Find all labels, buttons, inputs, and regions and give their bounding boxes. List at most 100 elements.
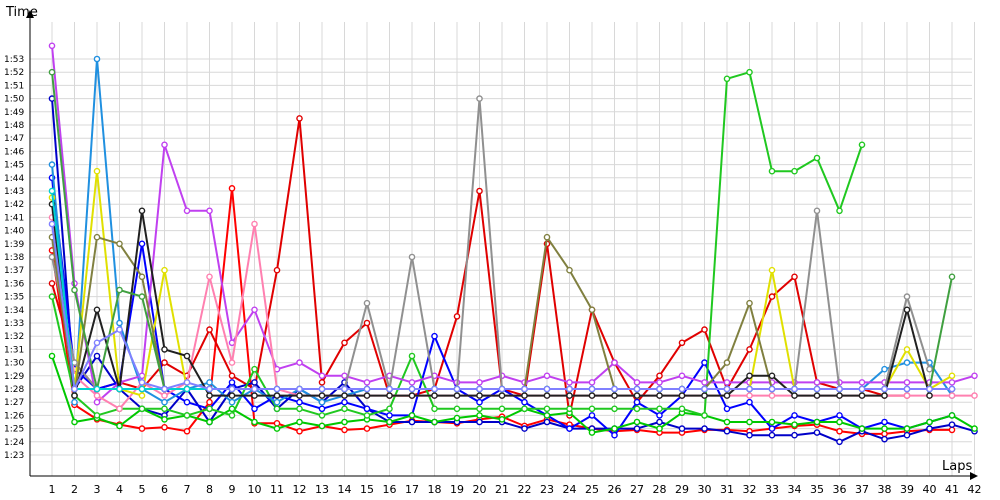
data-point [161, 416, 168, 423]
data-point [48, 68, 56, 76]
y-tick-label: 1:38 [4, 253, 24, 263]
x-tick-label: 36 [833, 483, 847, 496]
data-point [161, 423, 168, 431]
data-point [768, 425, 776, 432]
data-point [813, 154, 821, 162]
data-point [296, 359, 303, 366]
data-point [363, 319, 371, 327]
data-point [588, 429, 596, 436]
y-tick-label: 1:42 [4, 200, 24, 210]
data-point [858, 425, 866, 432]
x-tick-label: 7 [184, 483, 191, 496]
data-point [273, 425, 281, 432]
data-point [296, 405, 303, 413]
data-point [408, 412, 416, 419]
data-point [791, 273, 798, 281]
y-tick-label: 1:33 [4, 319, 24, 329]
data-point [858, 385, 866, 393]
data-point [408, 253, 416, 261]
data-point [228, 185, 236, 192]
data-point [746, 372, 753, 380]
y-tick-label: 1:30 [4, 359, 24, 369]
x-tick-label: 9 [229, 483, 236, 496]
data-point [746, 299, 753, 307]
data-point [341, 372, 348, 380]
data-point [746, 398, 753, 406]
data-point [228, 398, 236, 406]
series-8 [48, 42, 978, 406]
data-point [228, 379, 236, 386]
data-point [386, 392, 393, 399]
data-point [903, 392, 911, 399]
data-point [138, 240, 146, 248]
y-tick-label: 1:52 [4, 68, 24, 78]
data-point [363, 412, 371, 419]
data-point [363, 385, 371, 393]
data-point [791, 431, 798, 439]
data-point [318, 379, 326, 386]
data-point [206, 385, 213, 393]
data-point [813, 392, 821, 399]
data-point [723, 405, 731, 413]
data-point [71, 385, 78, 393]
data-point [656, 379, 663, 386]
x-tick-label: 26 [608, 483, 622, 496]
data-point [363, 425, 371, 432]
data-point [678, 405, 686, 413]
axes [26, 10, 978, 480]
data-point [48, 42, 56, 50]
y-tick-label: 1:28 [4, 385, 24, 395]
data-point [453, 414, 461, 422]
data-point [138, 405, 146, 413]
data-point [836, 412, 843, 419]
x-tick-label: 3 [94, 483, 101, 496]
data-point [881, 365, 888, 373]
data-point [408, 352, 416, 360]
y-tick-labels: 1:23 1:24 1:25 1:26 1:27 1:28 1:29 1:30 1:31 1:32… [4, 55, 24, 461]
data-point [678, 392, 686, 399]
data-point [926, 425, 933, 432]
data-point [656, 405, 663, 413]
data-point [791, 421, 798, 428]
data-point [273, 405, 281, 413]
y-axis-title: Time [5, 5, 38, 20]
data-point [183, 385, 191, 393]
x-tick-label: 1 [49, 483, 56, 496]
data-point [228, 359, 236, 366]
data-point [633, 425, 641, 432]
x-tick-label: 25 [585, 483, 599, 496]
x-tick-label: 11 [270, 483, 284, 496]
x-tick-label: 14 [338, 483, 352, 496]
data-point [431, 332, 438, 340]
data-point [588, 385, 596, 393]
x-tick-label: 39 [900, 483, 914, 496]
data-point [296, 115, 303, 122]
grid-lines [30, 22, 975, 476]
data-point [678, 372, 686, 380]
data-point [161, 359, 168, 366]
data-point [363, 405, 371, 413]
data-point [948, 426, 956, 434]
x-tick-label: 31 [720, 483, 734, 496]
data-point [543, 392, 551, 399]
data-point [813, 379, 821, 386]
data-point [93, 412, 101, 419]
data-point [206, 398, 213, 406]
x-tick-label: 4 [116, 483, 123, 496]
data-point [273, 420, 281, 427]
data-point [251, 306, 258, 314]
data-point [836, 207, 843, 215]
y-tick-label: 1:40 [4, 227, 24, 237]
data-point [228, 392, 236, 399]
series-line [51, 45, 975, 404]
data-point [813, 429, 821, 436]
y-tick-label: 1:29 [4, 372, 24, 382]
data-point [746, 392, 753, 399]
data-point [251, 418, 258, 426]
y-axis-arrow [26, 10, 34, 18]
data-point [521, 392, 528, 399]
data-point [228, 412, 236, 419]
data-point [408, 379, 416, 386]
data-point [93, 392, 101, 399]
data-point [746, 431, 753, 439]
